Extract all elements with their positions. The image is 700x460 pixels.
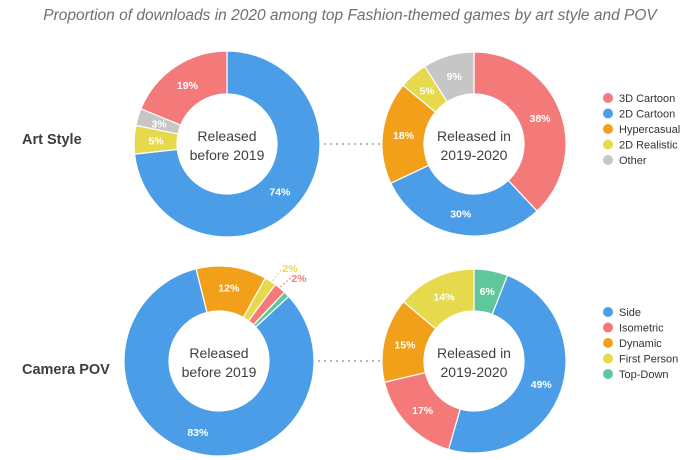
- pct-label-3d-cartoon: 19%: [177, 80, 199, 92]
- legend-item-first-person: First Person: [619, 354, 678, 366]
- legend-item-other: Other: [619, 155, 647, 167]
- legend-item-isometric: Isometric: [619, 323, 664, 335]
- legend-swatch-3d-cartoon: [603, 93, 613, 103]
- legend-swatch-top-down: [603, 369, 613, 379]
- legend-item-dynamic: Dynamic: [619, 338, 662, 350]
- center-label-line-2: before 2019: [182, 364, 257, 380]
- pct-label-other: 9%: [447, 71, 463, 83]
- pov-before-small-callouts: [269, 268, 293, 288]
- pct-label-side: 83%: [187, 427, 209, 439]
- legend-swatch-isometric: [603, 322, 613, 333]
- row-label-art-style: Art Style: [22, 132, 82, 148]
- pct-label-2d-realistic: 5%: [148, 136, 164, 148]
- pct-label-3d-cartoon: 38%: [530, 113, 552, 125]
- center-label-line-1: Released in: [437, 345, 511, 361]
- center-label-line-2: 2019-2020: [441, 147, 508, 163]
- center-label-line-1: Released: [189, 345, 248, 361]
- pct-label-side: 49%: [531, 379, 553, 391]
- legend-art-style: 3D Cartoon 2D Cartoon Hypercasual 2D Realis…: [603, 93, 680, 167]
- center-label-line-2: before 2019: [190, 147, 265, 163]
- legend-swatch-hypercasual: [603, 124, 613, 134]
- center-label-line-2: 2019-2020: [441, 364, 508, 380]
- slice-3d-cartoon: [473, 51, 567, 212]
- legend-item-3d-cartoon: 3D Cartoon: [619, 93, 675, 105]
- pct-label-2d-cartoon: 30%: [450, 209, 472, 221]
- legend-item-hypercasual: Hypercasual: [619, 124, 680, 136]
- pct-label-first-person: 2%: [282, 263, 298, 275]
- slice-2d-cartoon: [133, 50, 321, 238]
- pct-label-dynamic: 12%: [218, 283, 240, 295]
- center-label-line-1: Released: [197, 128, 256, 144]
- pct-label-dynamic: 15%: [394, 340, 416, 352]
- pct-label-top-down: 6%: [480, 286, 496, 298]
- pct-label-hypercasual: 18%: [393, 130, 415, 142]
- pct-label-other: 3%: [151, 118, 167, 130]
- donut-pov-after: 6% 49% 17% 15% 14% Released in 2019-2020: [381, 268, 567, 454]
- row-label-camera-pov: Camera POV: [22, 362, 110, 378]
- slice-2d-cartoon: [389, 164, 538, 237]
- donut-art-after: 38% 30% 18% 5% 9% Released in 2019-2020: [381, 51, 567, 237]
- legend-swatch-2d-cartoon: [603, 108, 613, 119]
- pct-label-isometric: 17%: [412, 405, 434, 417]
- pct-label-isometric: 2%: [291, 273, 307, 285]
- donut-pov-before: 12% 2%2% 83% Released before 2019: [123, 263, 315, 457]
- slice-side: [123, 268, 315, 457]
- legend-item-top-down: Top-Down: [619, 369, 669, 381]
- slice-other: [423, 51, 475, 103]
- legend-camera-pov: Side Isometric Dynamic First Person Top-Down: [603, 307, 678, 381]
- slice-side: [447, 274, 567, 454]
- legend-swatch-other: [603, 155, 613, 165]
- pct-label-2d-cartoon: 74%: [269, 186, 291, 198]
- legend-swatch-side: [603, 307, 613, 317]
- center-label-line-1: Released in: [437, 128, 511, 144]
- legend-item-side: Side: [619, 307, 641, 319]
- chart-title: Proportion of downloads in 2020 among to…: [43, 7, 658, 24]
- legend-swatch-first-person: [603, 353, 613, 364]
- legend-swatch-2d-realistic: [603, 139, 613, 150]
- legend-swatch-dynamic: [603, 338, 613, 348]
- pct-label-2d-realistic: 5%: [419, 86, 435, 98]
- slice-first-person: [402, 268, 475, 330]
- slice-3d-cartoon: [140, 50, 228, 126]
- donut-art-before: 74% 5% 3% 19% Released before 2019: [133, 50, 321, 238]
- legend-item-2d-cartoon: 2D Cartoon: [619, 109, 675, 121]
- legend-item-2d-realistic: 2D Realistic: [619, 140, 678, 152]
- pct-label-first-person: 14%: [434, 292, 456, 304]
